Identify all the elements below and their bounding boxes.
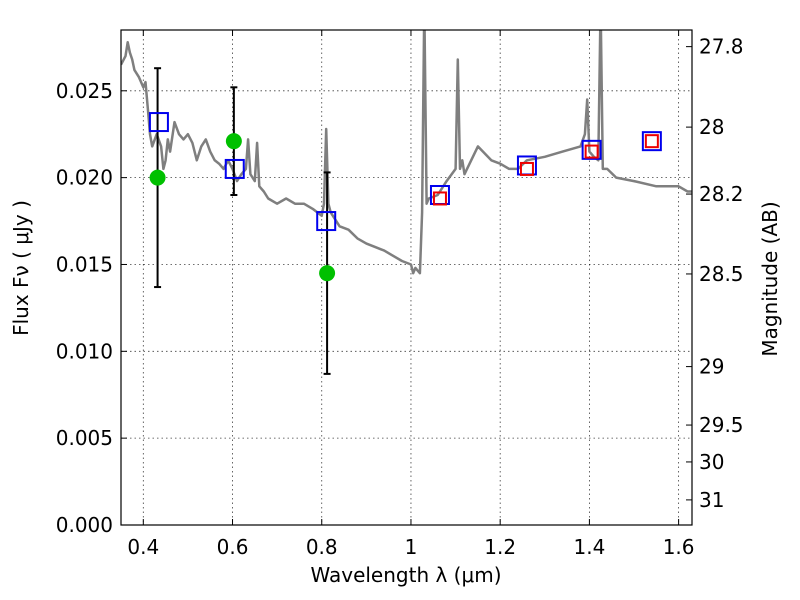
y-tick-label: 0.025: [56, 79, 113, 103]
observed-flux-square: [584, 144, 599, 159]
gridlines: [121, 30, 692, 525]
spectrum-line: [121, 30, 692, 275]
model-flux-square: [224, 158, 245, 179]
y2-tick-label: 30: [699, 450, 724, 474]
plot-frame: [120, 29, 693, 526]
y-tick-label: 0.020: [56, 166, 113, 190]
y2-tick-label: 28: [699, 115, 724, 139]
y-tick-label: 0.005: [56, 426, 113, 450]
model-flux-square: [148, 112, 169, 133]
y2-tick-label: 29.5: [699, 413, 744, 437]
photometry-point: [319, 265, 336, 282]
y2-tick-label: 29: [699, 355, 724, 379]
y2-tick-label: 31: [699, 488, 724, 512]
observed-flux-square: [644, 134, 659, 149]
model-flux-square: [641, 131, 662, 152]
y-tick-label: 0.015: [56, 252, 113, 276]
y-tick-label: 0.010: [56, 339, 113, 363]
photometry-point: [225, 133, 242, 150]
x-tick-label: 1.2: [484, 535, 516, 559]
x-tick-label: 1: [405, 535, 418, 559]
y2-axis-title: Magnitude (AB): [758, 201, 782, 356]
x-tick-label: 0.4: [127, 535, 159, 559]
x-axis-title: Wavelength λ (μm): [310, 563, 501, 587]
y2-tick-label: 28.2: [699, 182, 744, 206]
model-flux-square: [316, 211, 337, 232]
y-tick-label: 0.000: [56, 513, 113, 537]
observed-flux-square: [432, 191, 447, 206]
observed-flux-square: [519, 161, 534, 176]
x-tick-label: 1.4: [573, 535, 605, 559]
x-tick-label: 1.6: [663, 535, 695, 559]
y-axis-title: Flux Fν ( μJy ): [9, 200, 33, 336]
axis-ticks: 0.4 0.6 0.8 1 1.2 1.4 1.6 0.000 0.005 0.010 0.015 0…: [56, 30, 744, 559]
x-tick-label: 0.8: [306, 535, 338, 559]
x-tick-label: 0.6: [217, 535, 249, 559]
plot-series: [121, 30, 692, 375]
y2-tick-label: 28.5: [699, 262, 744, 286]
model-flux-square: [581, 139, 602, 160]
y2-tick-label: 27.8: [699, 35, 744, 59]
photometry-point: [149, 169, 166, 186]
